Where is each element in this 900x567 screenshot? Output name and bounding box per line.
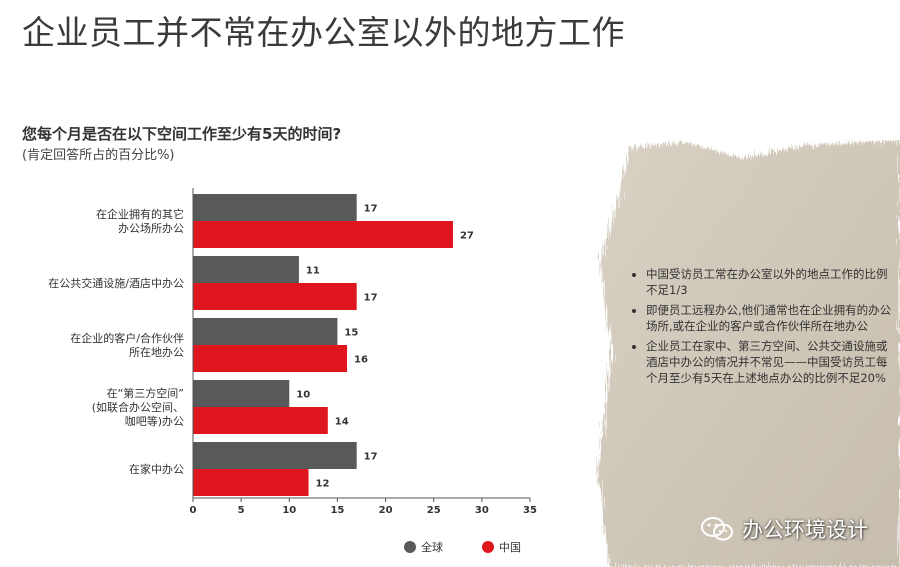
category-label-3: 所在地办公 (129, 346, 184, 359)
x-tick-label: 35 (523, 505, 537, 516)
category-label-1: 办公场所办公 (118, 221, 184, 235)
value-label-china-5: 12 (316, 479, 330, 490)
bar-global-3 (193, 318, 338, 345)
value-label-global-2: 11 (306, 266, 320, 277)
category-label-1: 在企业拥有的其它 (96, 207, 184, 221)
category-label-4: 咖吧等)办公 (125, 414, 184, 428)
value-label-global-1: 17 (364, 204, 378, 215)
wechat-icon (701, 517, 733, 541)
watermark: 办公环境设计 (700, 514, 868, 544)
bar-global-1 (193, 194, 357, 221)
bar-china-2 (193, 283, 357, 310)
bar-china-3 (193, 345, 348, 372)
category-label-3: 在企业的客户/合作伙伴 (70, 331, 184, 345)
legend-marker-china (482, 541, 494, 553)
x-tick-label: 10 (282, 505, 296, 516)
value-label-china-4: 14 (335, 417, 349, 428)
note-item-3: 企业员工在家中、第三方空间、公共交通设施或酒店中办公的情况并不常见——中国受访员… (646, 338, 894, 386)
bar-china-5 (193, 469, 309, 496)
legend-label-global: 全球 (421, 540, 443, 554)
bar-global-2 (193, 256, 299, 283)
value-label-china-3: 16 (354, 355, 368, 366)
survey-question: 您每个月是否在以下空间工作至少有5天的时间? (22, 125, 342, 143)
watermark-text: 办公环境设计 (742, 518, 868, 542)
value-label-global-5: 17 (364, 452, 378, 463)
x-tick-label: 5 (238, 505, 245, 516)
category-label-4: (如联合办公空间、 (92, 400, 184, 414)
survey-question-note: (肯定回答所占的百分比%) (22, 148, 175, 163)
value-label-global-4: 10 (296, 390, 310, 401)
x-tick-label: 0 (190, 505, 197, 516)
x-tick-label: 25 (427, 505, 441, 516)
x-tick-label: 20 (379, 505, 393, 516)
bar-china-1 (193, 221, 453, 248)
x-tick-label: 15 (330, 505, 344, 516)
category-label-2: 在公共交通设施/酒店中办公 (48, 276, 184, 290)
bar-china-4 (193, 407, 328, 434)
bar-global-5 (193, 442, 357, 469)
note-item-1: 中国受访员工常在办公室以外的地点工作的比例不足1/3 (646, 266, 894, 298)
bar-global-4 (193, 380, 290, 407)
page-title: 企业员工并不常在办公室以外的地方工作 (22, 13, 625, 52)
category-label-5: 在家中办公 (129, 462, 184, 476)
value-label-china-2: 17 (364, 293, 378, 304)
category-label-4: 在“第三方空间” (107, 386, 184, 400)
x-tick-label: 30 (475, 505, 489, 516)
notes-panel: 中国受访员工常在办公室以外的地点工作的比例不足1/3 即便员工远程办公,他们通常… (632, 266, 894, 390)
brush-background (598, 140, 900, 567)
legend-label-china: 中国 (499, 541, 521, 554)
value-label-global-3: 15 (344, 328, 358, 339)
legend-marker-global (404, 541, 416, 553)
note-item-2: 即便员工远程办公,他们通常也在企业拥有的办公场所,或在企业的客户或合作伙伴所在地… (646, 302, 894, 334)
value-label-china-1: 27 (460, 231, 474, 242)
